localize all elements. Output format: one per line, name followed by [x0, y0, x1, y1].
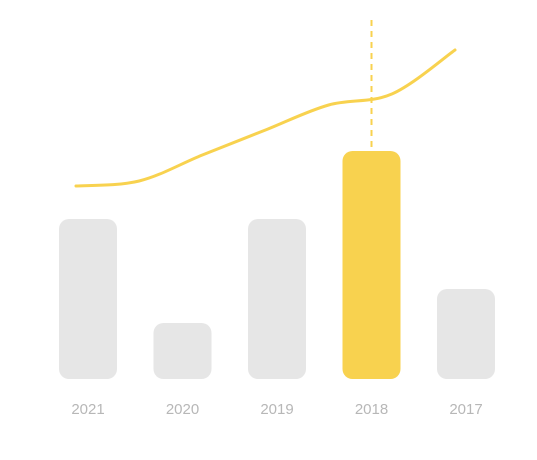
- bar-2019[interactable]: [248, 219, 306, 379]
- tick-label-2021: 2021: [71, 401, 104, 418]
- tick-label-2018: 2018: [355, 401, 388, 418]
- bar-2021[interactable]: [59, 219, 117, 379]
- bar-2017[interactable]: [437, 289, 495, 379]
- trend-line: [74, 48, 457, 188]
- trend-line-group: [74, 48, 457, 188]
- tick-label-2017: 2017: [449, 401, 482, 418]
- x-axis-tick-labels: 2021 2020 2019 2018 2017: [71, 401, 482, 418]
- tick-label-2019: 2019: [260, 401, 293, 418]
- bar-2018[interactable]: [342, 151, 401, 379]
- bars-group: [59, 151, 495, 379]
- tick-label-2020: 2020: [166, 401, 199, 418]
- bar-2020[interactable]: [153, 323, 212, 379]
